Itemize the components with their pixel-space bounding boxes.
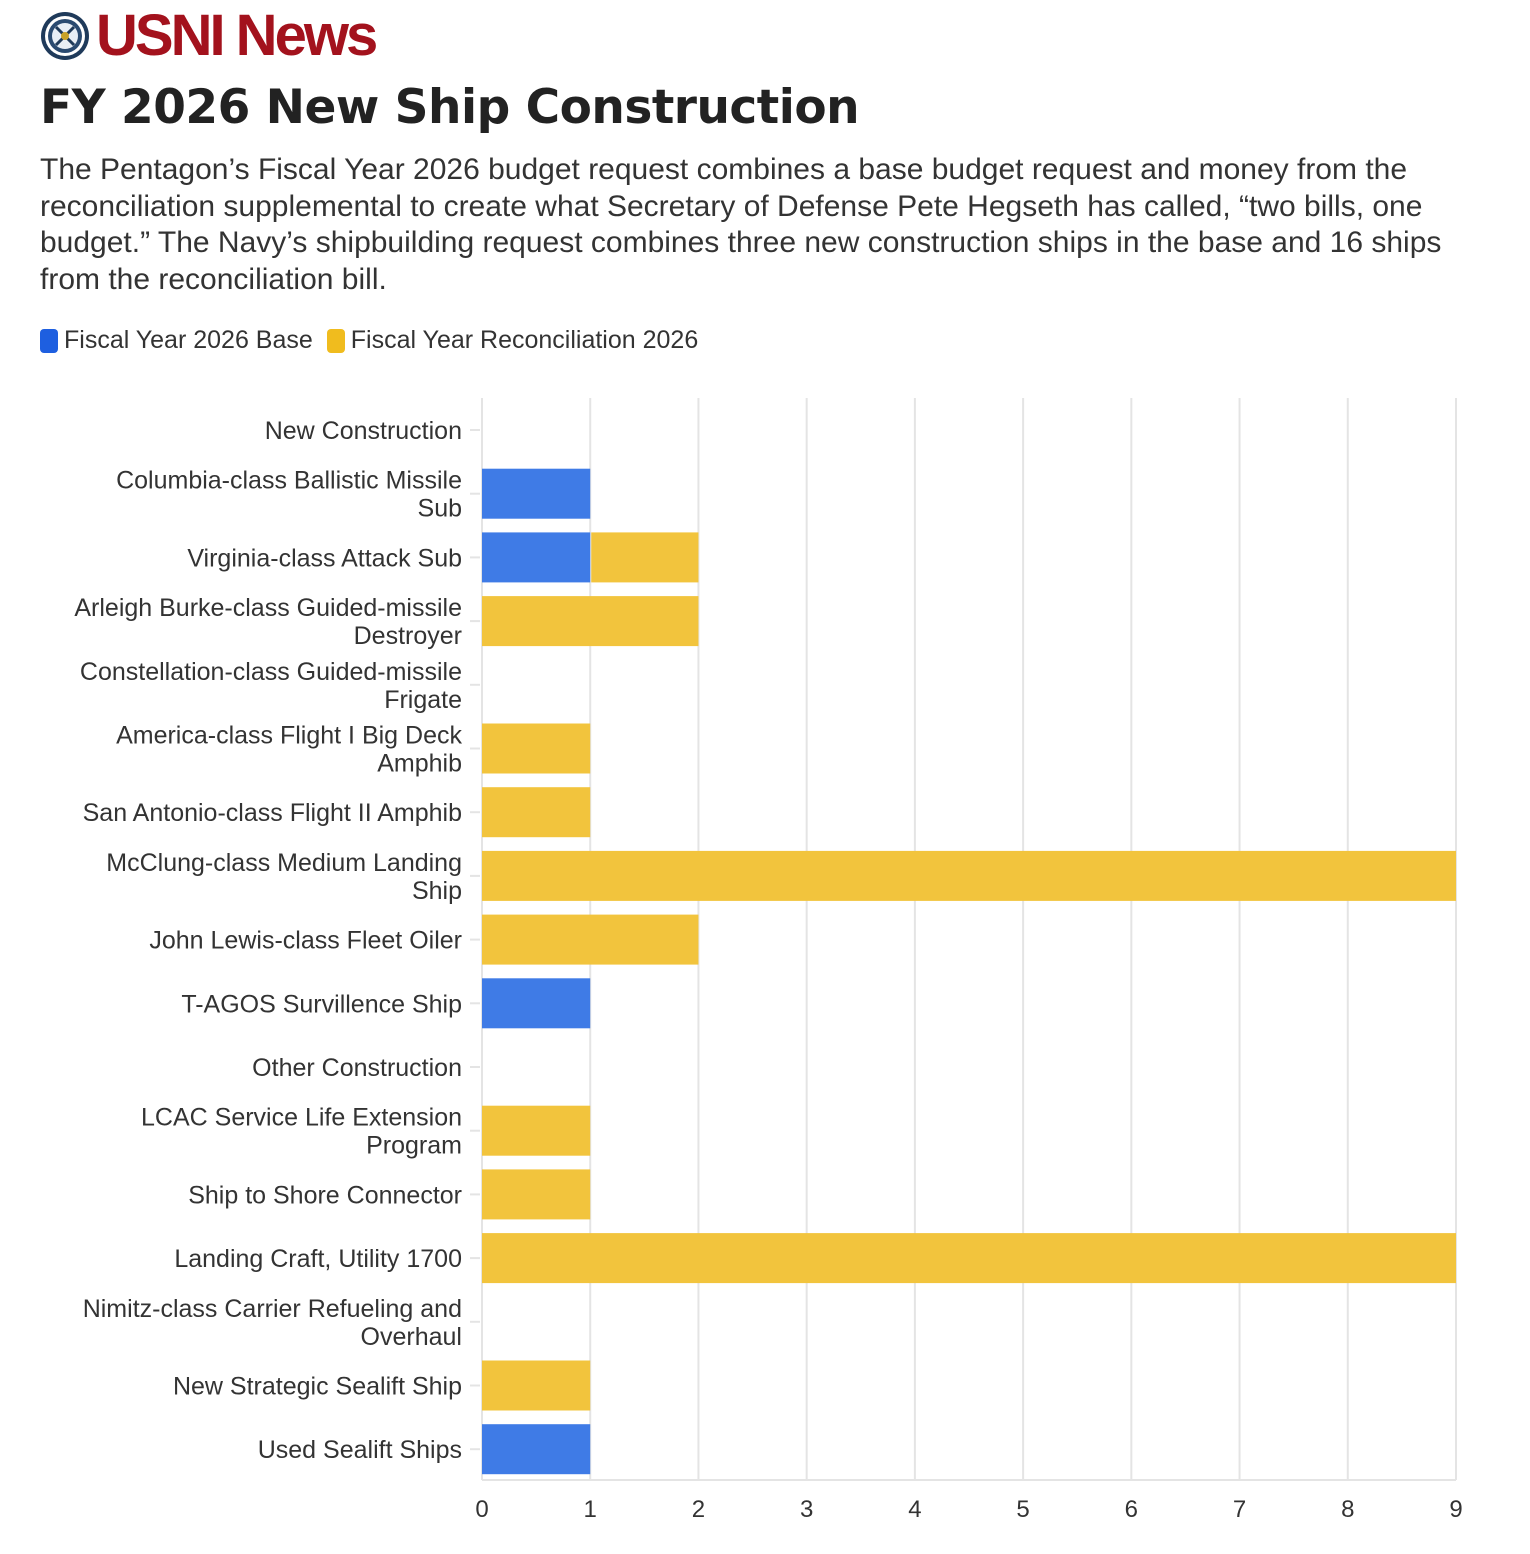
category-label: Virginia-class Attack Sub (187, 544, 462, 572)
category-label: San Antonio-class Flight II Amphib (83, 799, 462, 827)
legend-swatch-reconciliation (326, 328, 345, 353)
bar-base[interactable] (482, 1424, 591, 1475)
category-label: Arleigh Burke-class Guided-missile Destro… (74, 594, 462, 650)
bar-reconciliation[interactable] (482, 1169, 591, 1220)
bar-base[interactable] (482, 532, 591, 583)
legend-item-base[interactable]: Fiscal Year 2026 Base (40, 326, 313, 355)
category-label: Ship to Shore Connector (188, 1181, 462, 1209)
bar-base[interactable] (482, 978, 591, 1029)
bar-base[interactable] (482, 468, 591, 519)
bar-reconciliation[interactable] (482, 787, 591, 838)
legend-label-reconciliation: Fiscal Year Reconciliation 2026 (350, 326, 699, 354)
category-label: LCAC Service Life Extension Program (141, 1104, 462, 1160)
bars (482, 468, 1456, 1475)
brand-name: USNI News (96, 3, 378, 68)
chart-title: FY 2026 New Ship Construction (40, 80, 860, 135)
x-axis-ticks: 0 1 2 3 4 5 6 7 8 9 (475, 1496, 1462, 1523)
x-tick-label: 1 (584, 1496, 597, 1523)
category-label: John Lewis-class Fleet Oiler (149, 927, 462, 955)
category-label: McClung-class Medium Landing Ship (106, 849, 462, 905)
bar-reconciliation[interactable] (482, 1360, 591, 1411)
legend-item-reconciliation[interactable]: Fiscal Year Reconciliation 2026 (326, 326, 699, 355)
x-tick-label: 8 (1341, 1496, 1354, 1523)
x-tick-label: 4 (908, 1496, 921, 1523)
bar-reconciliation[interactable] (591, 532, 699, 583)
x-tick-label: 0 (475, 1496, 488, 1523)
bar-reconciliation[interactable] (482, 723, 591, 774)
category-label: Landing Craft, Utility 1700 (174, 1245, 462, 1273)
bar-reconciliation[interactable] (482, 1233, 1456, 1284)
category-label: Other Construction (252, 1054, 462, 1082)
category-label: New Strategic Sealift Ship (173, 1373, 462, 1401)
category-label: T-AGOS Survillence Ship (181, 990, 462, 1018)
category-label: Constellation-class Guided-missile Frigat… (80, 658, 462, 714)
category-label: Nimitz-class Carrier Refueling and Overha… (83, 1295, 462, 1351)
x-tick-label: 6 (1125, 1496, 1138, 1523)
bar-reconciliation[interactable] (482, 1105, 591, 1156)
category-label: New Construction (265, 417, 462, 445)
x-tick-label: 9 (1449, 1496, 1462, 1523)
legend-swatch-base (40, 328, 58, 353)
category-label: Columbia-class Ballistic Missile Sub (116, 467, 462, 523)
naval-institute-seal-icon (41, 12, 89, 60)
legend-label-base: Fiscal Year 2026 Base (64, 326, 313, 354)
bar-chart: New Construction Columbia-class Ballistic… (74, 398, 1463, 1523)
x-tick-label: 3 (800, 1496, 813, 1523)
x-tick-label: 7 (1233, 1496, 1246, 1523)
chart-subtitle: The Pentagon’s Fiscal Year 2026 budget r… (40, 153, 1442, 296)
category-label: Used Sealift Ships (258, 1436, 462, 1464)
category-label: America-class Flight I Big Deck Amphib (116, 722, 462, 778)
brand-logo: USNI News (40, 3, 378, 68)
bar-reconciliation[interactable] (482, 914, 699, 965)
bar-reconciliation[interactable] (482, 850, 1456, 901)
bar-reconciliation[interactable] (482, 596, 699, 647)
chart-legend: Fiscal Year 2026 Base Fiscal Year Reconc… (40, 326, 712, 355)
x-tick-label: 2 (692, 1496, 705, 1523)
x-tick-label: 5 (1016, 1496, 1029, 1523)
category-labels: New Construction Columbia-class Ballistic… (74, 417, 462, 1464)
